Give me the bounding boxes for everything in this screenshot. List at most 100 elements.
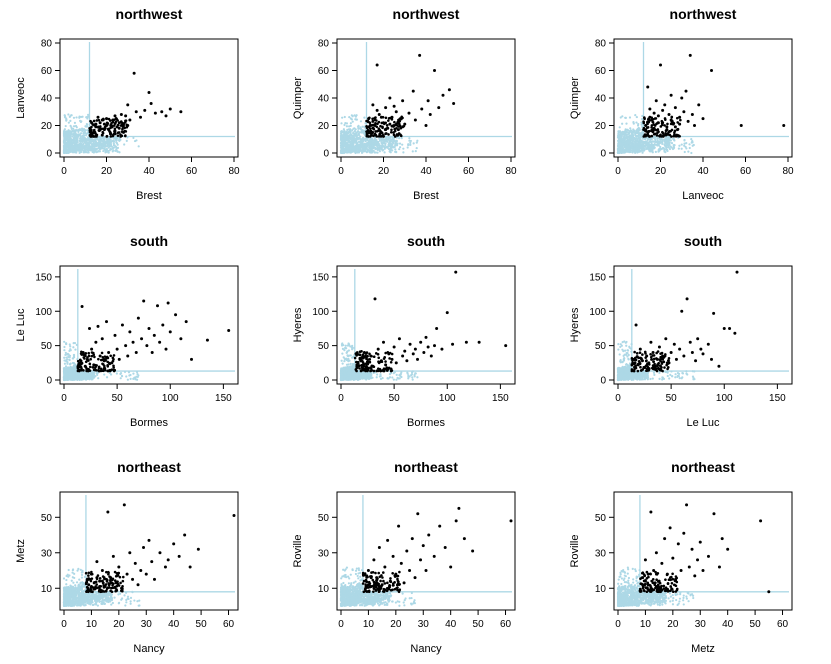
background-point (76, 149, 79, 152)
background-point (369, 146, 372, 149)
background-point (661, 138, 664, 142)
background-point (94, 138, 97, 141)
background-point (349, 124, 352, 128)
highlight-point (661, 135, 665, 138)
highlight-point (375, 63, 379, 67)
highlight-point (392, 133, 396, 137)
background-point (94, 375, 97, 378)
highlight-point (382, 135, 385, 138)
highlight-point (110, 361, 114, 365)
background-point (624, 128, 627, 131)
highlight-point (407, 111, 411, 115)
background-point (352, 146, 355, 149)
background-point (85, 142, 88, 145)
background-point (72, 125, 76, 128)
highlight-point (373, 116, 376, 120)
background-point (69, 130, 72, 134)
highlight-point (669, 93, 673, 97)
highlight-point (664, 131, 667, 135)
highlight-point (369, 129, 373, 133)
background-point (647, 141, 650, 144)
background-point (634, 149, 638, 152)
background-point (625, 145, 629, 148)
background-point (74, 378, 77, 381)
background-point (82, 131, 85, 135)
x-tick-label: 150 (215, 393, 232, 404)
background-point (666, 148, 669, 151)
background-point (95, 147, 98, 150)
highlight-point (105, 117, 108, 121)
highlight-point (168, 330, 172, 334)
highlight-point (650, 124, 654, 127)
highlight-point (113, 368, 117, 372)
background-point (133, 139, 137, 143)
background-point (119, 377, 122, 380)
background-point (345, 122, 349, 125)
background-point (97, 144, 100, 147)
background-point (72, 356, 76, 359)
background-point (115, 149, 118, 152)
highlight-point (90, 121, 94, 125)
background-point (69, 119, 72, 122)
background-point (65, 359, 68, 362)
background-point (340, 145, 343, 148)
background-point (362, 143, 365, 146)
background-point (112, 146, 115, 149)
background-point (373, 146, 377, 149)
background-point (107, 146, 110, 149)
background-point (71, 135, 74, 138)
highlight-point (147, 326, 151, 330)
background-point (65, 375, 68, 378)
highlight-point (441, 93, 445, 97)
background-point (89, 148, 92, 151)
highlight-point (654, 99, 658, 103)
background-point (647, 147, 650, 150)
background-point (118, 151, 121, 154)
background-point (70, 143, 74, 146)
background-point (665, 146, 668, 149)
background-point (90, 372, 93, 375)
background-point (63, 359, 66, 362)
background-point (365, 143, 368, 146)
highlight-point (113, 129, 117, 133)
background-point (113, 144, 116, 147)
x-tick-label: 100 (162, 393, 179, 404)
x-tick-label: 60 (463, 166, 475, 177)
background-point (63, 349, 66, 352)
background-point (115, 147, 118, 150)
highlight-point (375, 135, 379, 138)
highlight-point (227, 329, 231, 332)
x-tick-label: 50 (112, 393, 124, 404)
background-point (389, 151, 392, 154)
background-point (102, 149, 105, 153)
highlight-point (373, 132, 377, 136)
background-point (137, 145, 140, 148)
highlight-point (101, 356, 105, 359)
highlight-point (112, 357, 115, 361)
y-tick-label: 40 (41, 94, 53, 105)
panel-title: northwest (393, 6, 460, 22)
background-point (409, 141, 412, 145)
background-point (119, 138, 122, 141)
background-point (79, 119, 82, 122)
background-point (76, 144, 80, 148)
highlight-point (97, 369, 101, 372)
background-point (65, 370, 68, 373)
background-point (93, 139, 96, 142)
highlight-point (92, 363, 96, 367)
highlight-point (115, 347, 119, 351)
highlight-point (686, 119, 690, 123)
background-point (663, 148, 666, 152)
highlight-point (646, 126, 650, 129)
background-point (97, 377, 100, 380)
highlight-point (437, 106, 441, 110)
background-point (372, 144, 375, 147)
background-point (392, 138, 395, 141)
background-point (378, 148, 381, 151)
highlight-point (150, 351, 154, 354)
background-point (636, 124, 640, 127)
highlight-point (76, 365, 80, 369)
highlight-point (658, 135, 662, 138)
highlight-point (92, 119, 96, 123)
